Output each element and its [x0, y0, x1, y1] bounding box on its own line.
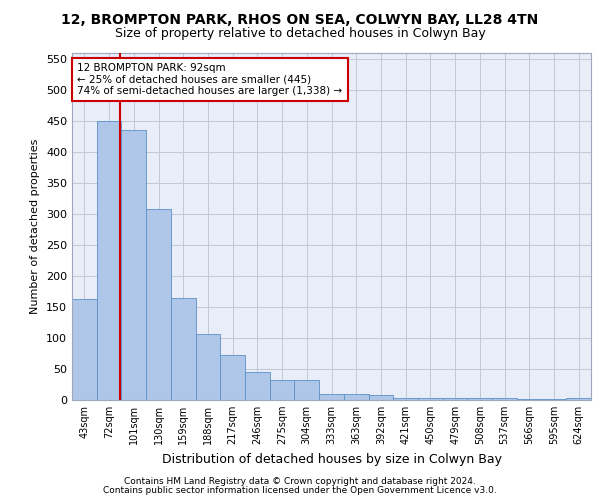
Bar	[295, 380, 319, 400]
Bar	[319, 394, 344, 400]
Bar	[72, 299, 97, 400]
Bar	[418, 398, 443, 400]
Bar	[542, 399, 566, 400]
Text: 12 BROMPTON PARK: 92sqm
← 25% of detached houses are smaller (445)
74% of semi-d: 12 BROMPTON PARK: 92sqm ← 25% of detache…	[77, 63, 343, 96]
Bar	[393, 398, 418, 400]
Bar	[171, 298, 196, 400]
Y-axis label: Number of detached properties: Number of detached properties	[31, 138, 40, 314]
Bar	[566, 398, 591, 400]
Bar	[97, 121, 121, 400]
Bar	[368, 395, 393, 400]
Bar	[443, 398, 467, 400]
Bar	[245, 372, 270, 400]
Bar	[270, 380, 295, 400]
Bar	[344, 394, 368, 400]
Bar	[467, 398, 492, 400]
Bar	[492, 398, 517, 400]
Bar	[146, 210, 171, 400]
X-axis label: Distribution of detached houses by size in Colwyn Bay: Distribution of detached houses by size …	[161, 452, 502, 466]
Text: Contains public sector information licensed under the Open Government Licence v3: Contains public sector information licen…	[103, 486, 497, 495]
Bar	[121, 130, 146, 400]
Text: Size of property relative to detached houses in Colwyn Bay: Size of property relative to detached ho…	[115, 28, 485, 40]
Text: 12, BROMPTON PARK, RHOS ON SEA, COLWYN BAY, LL28 4TN: 12, BROMPTON PARK, RHOS ON SEA, COLWYN B…	[61, 12, 539, 26]
Bar	[196, 334, 220, 400]
Bar	[517, 399, 542, 400]
Bar	[220, 354, 245, 400]
Text: Contains HM Land Registry data © Crown copyright and database right 2024.: Contains HM Land Registry data © Crown c…	[124, 477, 476, 486]
